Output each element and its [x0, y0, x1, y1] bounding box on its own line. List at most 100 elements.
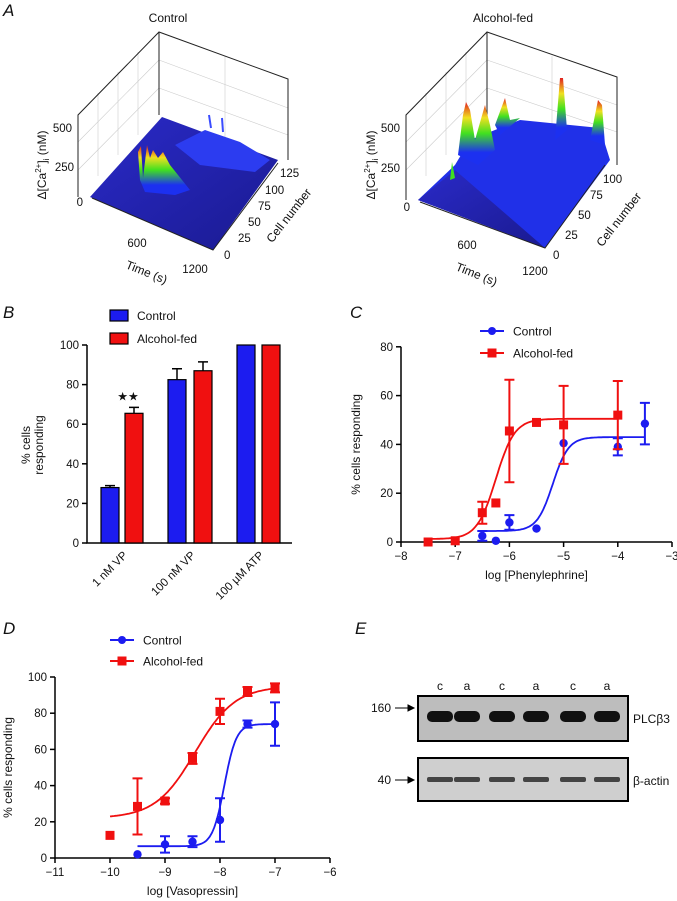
data-point	[532, 417, 541, 427]
y-tick-label: 40	[34, 781, 47, 793]
legend-label: Control	[143, 634, 182, 648]
band-plcb3	[594, 711, 620, 722]
y-tick-label: 100	[28, 672, 47, 684]
z-tick: 500	[53, 123, 72, 135]
surface-peak	[458, 102, 495, 165]
bar	[124, 412, 144, 544]
arrow-icon	[395, 704, 416, 712]
panel-label-a: A	[2, 1, 14, 20]
x-tick-label: −6	[323, 867, 336, 879]
marker-label: 160	[371, 701, 391, 715]
z-axis-label: Δ[Ca2+]i (nM)	[34, 131, 51, 200]
bar-chart-b: 0 20 40 60 80 100 ★★ 1 nM VP 100 nM VP 100 µM ATP…	[19, 309, 292, 602]
x-tick-label: 100 µM ATP	[214, 549, 267, 602]
x-tick-label: −7	[268, 867, 281, 879]
band-beta-actin	[427, 777, 453, 782]
bar	[261, 344, 281, 544]
bar	[236, 344, 256, 544]
y-tick: 100	[265, 185, 284, 197]
legend-label: Alcohol-fed	[143, 655, 203, 669]
y-tick-label: 60	[66, 419, 79, 431]
panel-label-d: D	[3, 619, 15, 638]
y-tick-label: 0	[387, 537, 393, 549]
x-axis-label: Time (s)	[454, 260, 500, 289]
panel-label-b: B	[3, 303, 14, 322]
y-tick-label: 0	[73, 538, 79, 550]
legend-label: Alcohol-fed	[137, 332, 197, 346]
legend-label: Alcohol-fed	[513, 347, 573, 361]
blot-plcb3	[417, 695, 629, 742]
y-axis-label: % cells responding	[1, 717, 15, 818]
panel-label-c: C	[350, 303, 363, 322]
legend-swatch	[109, 332, 129, 345]
y-tick: 0	[224, 250, 230, 262]
x-tick-label: −5	[557, 551, 570, 563]
data-point	[133, 801, 142, 811]
z-tick: 250	[381, 163, 400, 175]
band-plcb3	[523, 711, 549, 722]
lane-label: a	[533, 679, 540, 693]
bar	[100, 486, 120, 544]
data-point	[559, 420, 569, 430]
data-point	[243, 719, 252, 729]
data-point	[215, 706, 225, 716]
legend-marker	[487, 348, 497, 358]
error-bar	[129, 406, 139, 414]
y-tick-label: 60	[34, 744, 47, 756]
data-point	[613, 410, 623, 420]
data-point	[491, 498, 501, 508]
band-plcb3	[489, 711, 515, 722]
plot-title: Control	[149, 11, 188, 25]
marker-label: 40	[378, 773, 392, 787]
data-point	[215, 815, 225, 825]
band-beta-actin	[560, 777, 586, 782]
data-point	[188, 837, 197, 846]
lane-label: a	[604, 679, 611, 693]
error-bar	[198, 361, 208, 371]
box-edges	[77, 31, 289, 197]
y-tick: 50	[248, 217, 261, 229]
legend-label: Control	[137, 309, 176, 323]
surface-peak	[590, 100, 605, 145]
lane-label: c	[570, 679, 576, 693]
protein-label: β-actin	[633, 774, 669, 788]
legend-marker	[117, 656, 127, 666]
z-axis-label: Δ[Ca2+]i (nM)	[363, 131, 380, 200]
x-tick-label: −7	[449, 551, 462, 563]
x-tick: 1200	[522, 266, 548, 278]
bar	[193, 370, 213, 544]
data-point	[105, 830, 115, 840]
axis-lines	[400, 346, 672, 543]
dose-response-chart-d: 0 20 40 60 80 100 −11 −10 −9 −8 −7 −6 log [Vasopress…	[1, 634, 337, 899]
axis-lines	[419, 164, 606, 249]
x-axis-label: Time (s)	[124, 258, 170, 287]
fit-curve	[428, 417, 618, 540]
surface-plot-alcohol-fed: Alcohol-fed 500 250 0 600 1200 Time (s) …	[363, 11, 644, 289]
grid-lines	[77, 52, 289, 176]
lane-label: a	[464, 679, 471, 693]
y-axis-label: % cells responding	[349, 394, 363, 495]
surface-peak	[450, 162, 455, 180]
y-tick-label: 80	[66, 380, 79, 392]
surface-plot-control: Control 500 250 0 600 1200 Time (s) 0 25…	[34, 11, 314, 287]
lane-label: c	[499, 679, 505, 693]
data-point	[640, 419, 650, 428]
arrow-icon	[395, 776, 416, 784]
y-tick-label: 20	[380, 488, 393, 500]
x-tick-label: −3	[665, 551, 677, 563]
y-tick-label: 80	[34, 708, 47, 720]
y-tick: 0	[553, 250, 559, 262]
y-tick: 100	[603, 174, 622, 186]
data-point	[477, 508, 487, 518]
surface-spikes	[208, 114, 224, 133]
x-tick-label: −9	[158, 867, 171, 879]
band-plcb3	[560, 711, 586, 722]
x-axis-label: log [Phenylephrine]	[485, 568, 588, 582]
axis-lines	[54, 677, 330, 859]
band-plcb3	[427, 711, 453, 722]
x-axis-label: log [Vasopressin]	[147, 884, 238, 898]
x-tick-label: −8	[213, 867, 226, 879]
data-point	[423, 537, 433, 547]
legend-marker	[488, 327, 496, 335]
